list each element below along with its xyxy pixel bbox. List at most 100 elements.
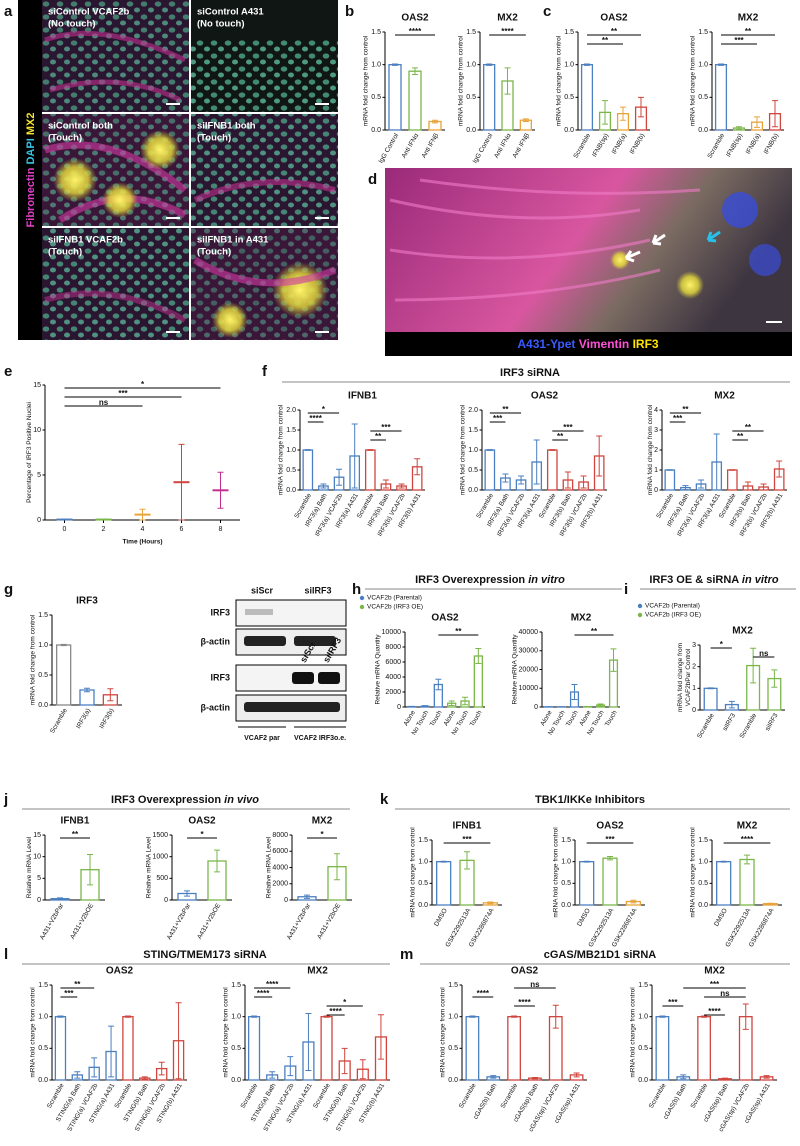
- error-bar: [680, 1074, 687, 1080]
- y-tick-label: 20000: [519, 666, 539, 673]
- error-bar: [87, 854, 93, 886]
- group-header: IRF3 Overexpression in vitro: [415, 574, 565, 586]
- y-axis-label: mRNA fold change from control: [689, 35, 696, 126]
- significance-label: ns: [759, 649, 769, 658]
- group-header: STING/TMEM173 siRNA: [143, 949, 267, 961]
- category-label: A431+V2bPar: [166, 902, 193, 941]
- y-axis-label: mRNA fold change from control: [459, 404, 466, 495]
- error-bar: [435, 678, 442, 691]
- chart-title: MX2: [704, 966, 725, 977]
- x-tick-label: 8: [219, 526, 223, 533]
- y-tick-label: 0: [284, 897, 288, 904]
- chart-title: MX2: [714, 391, 735, 402]
- y-tick-label: 1.0: [466, 62, 476, 69]
- bar: [302, 449, 314, 491]
- category-label: Scramble: [239, 1082, 259, 1110]
- error-bar: [304, 449, 311, 451]
- error-bar: [334, 853, 340, 881]
- y-tick-label: 0.5: [698, 94, 708, 101]
- y-tick-label: 1.0: [231, 1014, 241, 1021]
- error-bar: [214, 849, 220, 873]
- error-bar: [564, 471, 571, 489]
- y-tick-label: 0.5: [561, 880, 571, 887]
- error-bar: [736, 126, 742, 130]
- tile-label: siControl A431: [197, 7, 264, 18]
- group-header: IRF3 Overexpression in vivo: [111, 794, 259, 806]
- header-text: IRF3 OE & siRNA: [649, 574, 739, 586]
- significance-label: **: [557, 432, 564, 441]
- error-bar: [597, 703, 604, 707]
- error-bar: [462, 696, 468, 706]
- chart-title: IRF3: [76, 596, 98, 607]
- header-italic: in vivo: [224, 794, 259, 806]
- y-tick-label: 6000: [272, 848, 288, 855]
- error-bar: [336, 468, 343, 486]
- category-label: IFNB(sp): [725, 132, 744, 158]
- y-axis-label: Relative mRNA Level: [146, 836, 153, 898]
- category-label: DMSO: [713, 907, 729, 927]
- y-tick-label: 1.0: [564, 62, 574, 69]
- group-header: cGAS/MB21D1 siRNA: [544, 949, 657, 961]
- y-axis-label: Relative mRNA Level: [266, 836, 273, 898]
- y-tick-label: 2000: [385, 689, 401, 696]
- y-axis-label: mRNA fold change from control: [362, 35, 369, 126]
- y-axis-label: mRNA fold change from control: [222, 987, 229, 1078]
- panel-letter: m: [400, 946, 413, 963]
- stain-label: Fibronectin: [25, 167, 37, 227]
- y-axis-label: mRNA fold change from control: [689, 827, 696, 918]
- significance-label: ns: [530, 980, 540, 989]
- stain-label: DAPI: [25, 138, 37, 164]
- y-tick-label: 6000: [385, 659, 401, 666]
- panel-letter: k: [380, 791, 389, 808]
- header-text: STING/TMEM173 siRNA: [143, 949, 267, 961]
- error-bar: [552, 1004, 559, 1029]
- legend-marker: [637, 612, 643, 618]
- significance-label: ****: [708, 1007, 721, 1016]
- bar: [697, 1016, 711, 1081]
- category-label: Scramble: [500, 1082, 520, 1110]
- significance-label: ***: [64, 989, 74, 998]
- error-bar: [531, 1076, 538, 1080]
- tile-label: siControl both: [48, 121, 113, 132]
- y-tick-label: 1.5: [231, 982, 241, 989]
- y-tick-label: 0.5: [371, 94, 381, 101]
- legend-marker: [359, 595, 365, 601]
- error-bar: [100, 518, 107, 521]
- y-tick-label: 0.0: [371, 127, 381, 134]
- y-axis-label: mRNA fold change from control: [552, 827, 559, 918]
- category-label: IFNB(b): [629, 132, 646, 155]
- chart-title: OAS2: [531, 391, 559, 402]
- y-tick-label: 0.5: [231, 1045, 241, 1052]
- error-bar: [475, 648, 482, 664]
- category-label: DMSO: [433, 907, 449, 927]
- tile-label: siIFNB1 both: [197, 121, 256, 132]
- error-bar: [269, 1071, 276, 1079]
- error-bar: [522, 118, 529, 123]
- error-bar: [351, 423, 358, 489]
- category-label: Touch: [469, 709, 484, 728]
- y-tick-label: 10000: [382, 629, 402, 636]
- error-bar: [573, 1072, 580, 1078]
- tile-label: (Touch): [197, 247, 231, 258]
- y-axis-label: mRNA fold change from control: [555, 35, 562, 126]
- significance-label: **: [737, 432, 744, 441]
- error-bar: [610, 648, 617, 672]
- significance-label: ns: [720, 989, 730, 998]
- y-tick-label: 0: [534, 704, 538, 711]
- y-tick-label: 1.0: [561, 859, 571, 866]
- y-tick-label: 0: [692, 707, 696, 714]
- error-bar: [74, 1071, 81, 1079]
- significance-label: **: [745, 27, 752, 36]
- stain-label: MX2: [25, 113, 37, 136]
- error-bar: [359, 1059, 366, 1080]
- category-label: siIRF3: [722, 712, 738, 732]
- error-bar: [412, 67, 418, 75]
- significance-label: **: [502, 405, 509, 414]
- significance-label: ns: [99, 398, 109, 407]
- y-tick-label: 0.0: [561, 902, 571, 909]
- category-label: A431+V2bOE: [316, 902, 342, 941]
- bar: [714, 64, 728, 131]
- significance-label: ***: [605, 835, 615, 844]
- tile-label: (Touch): [197, 133, 231, 144]
